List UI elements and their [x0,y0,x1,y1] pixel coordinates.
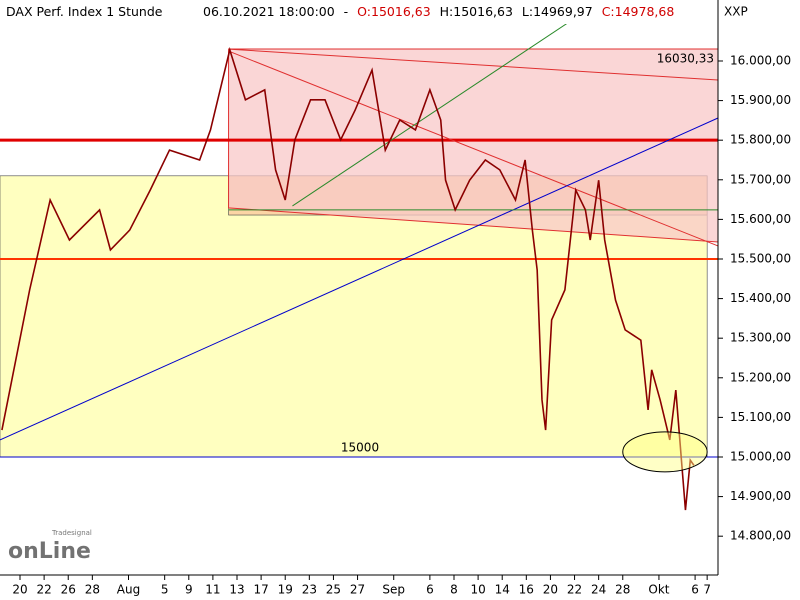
y-tick-label: 14.900,00 [730,489,791,503]
x-tick-label: 9 [185,583,193,597]
y-tick-label: 16.000,00 [730,53,791,67]
header-close: C:14978,68 [602,4,675,19]
y-tick-label: 15.300,00 [730,331,791,345]
header-bg [0,0,700,24]
y-tick-label: 15.800,00 [730,133,791,147]
header-high: H:15016,63 [440,4,513,19]
x-tick-label: 5 [161,583,169,597]
y-tick-label: 15.900,00 [730,93,791,107]
y-tick-label: 15.700,00 [730,172,791,186]
x-tick-label: 16 [519,583,534,597]
x-tick-label: 10 [470,583,485,597]
x-tick-label: 27 [350,583,365,597]
plot-area: 15000 16030,33 [0,0,719,511]
y-tick-label: 15.400,00 [730,291,791,305]
logo: Tradesignal onLine [8,529,92,564]
header-datetime: 06.10.2021 18:00:00 [203,4,335,19]
x-tick-label: Aug [117,583,140,597]
logo-name: onLine [8,539,91,564]
header-open: O:15016,63 [357,4,430,19]
exchange: XXP [724,5,748,19]
x-tick-label: 14 [495,583,510,597]
x-tick-label: 28 [615,583,630,597]
level-label: 15000 [341,440,379,454]
header-separator: - [344,4,349,19]
x-tick-label: 6 [426,583,434,597]
header-title: DAX Perf. Index 1 Stunde [6,4,163,19]
x-tick-label: 24 [591,583,606,597]
y-tick-label: 15.600,00 [730,212,791,226]
y-tick-label: 14.800,00 [730,529,791,543]
price-line [1,46,695,511]
y-tick-label: 15.100,00 [730,410,791,424]
y-tick-label: 15.500,00 [730,251,791,265]
x-tick-label: 6 [691,583,699,597]
x-axis-bg [0,575,800,600]
x-tick-label: 28 [85,583,100,597]
x-tick-label: 22 [36,583,51,597]
highlight-ellipse [622,431,708,473]
y-tick-label: 15.000,00 [730,449,791,463]
x-tick-label: 20 [12,583,27,597]
header-low: L:14969,97 [522,4,593,19]
trendline [228,50,719,247]
x-tick-label: 26 [61,583,76,597]
x-tick-label: 8 [450,583,458,597]
trendline [0,117,719,441]
y-axis-bg [718,0,800,600]
x-tick-label: 19 [278,583,293,597]
x-tick-label: Okt [648,583,669,597]
x-tick-label: 11 [205,583,220,597]
x-tick-label: 20 [543,583,558,597]
trendline [292,0,603,207]
channel [228,48,719,243]
logo-brand: Tradesignal [51,529,92,537]
x-tick-label: 7 [703,583,711,597]
x-tick-label: 23 [302,583,317,597]
header: DAX Perf. Index 1 Stunde 06.10.2021 18:0… [6,4,674,19]
trendline [228,48,719,81]
x-tick-label: 22 [567,583,582,597]
axes: 14.800,00 14.900,00 15.000,00 15.100,00 15.2… [12,53,791,596]
x-tick-label: 25 [326,583,341,597]
x-tick-label: 17 [253,583,268,597]
x-tick-label: 13 [229,583,244,597]
x-tick-label: Sep [382,583,405,597]
y-tick-label: 15.200,00 [730,370,791,384]
level-label: 16030,33 [657,51,714,65]
